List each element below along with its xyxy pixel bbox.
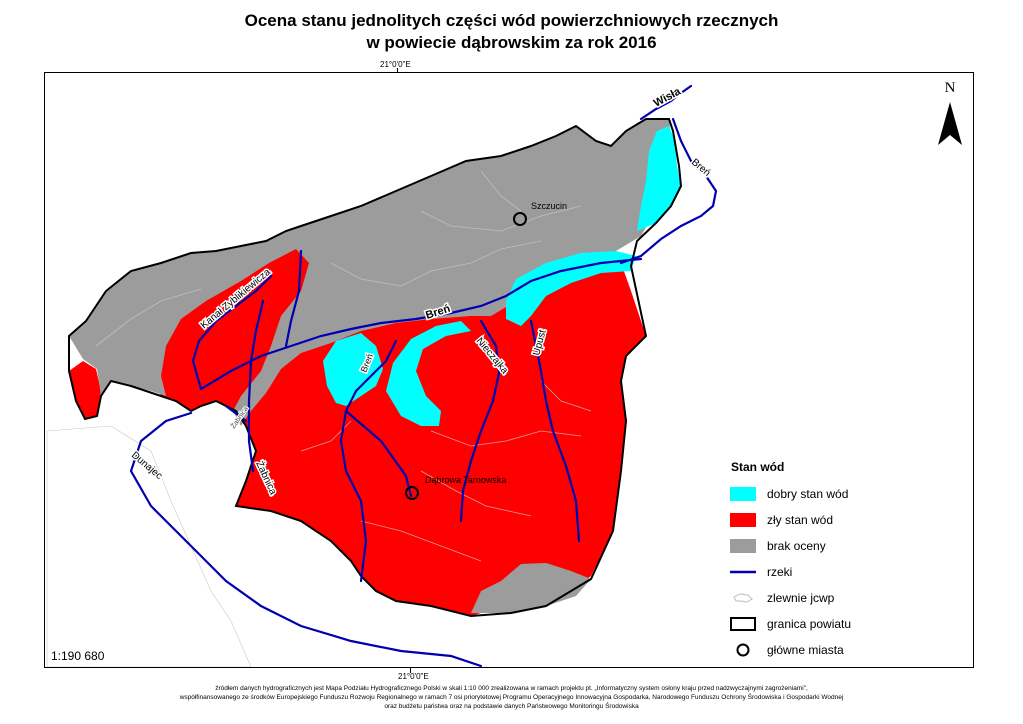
river-bren-south xyxy=(339,339,398,583)
legend-symbol-rzeki xyxy=(730,570,756,574)
legend-label-dobry: dobry stan wód xyxy=(767,487,849,501)
label-city-dabrowa: Dąbrowa Tarnowska xyxy=(425,475,506,485)
area-brak-oceny-south xyxy=(471,563,591,613)
legend-label-zlewnie: zlewnie jcwp xyxy=(767,591,835,605)
river-trib-1 xyxy=(284,249,303,348)
catchment-divides xyxy=(95,170,592,562)
river-upust xyxy=(529,319,581,543)
legend-symbol-miasta xyxy=(736,643,750,657)
legend-label-zly: zły stan wód xyxy=(767,513,834,527)
river-dunajec xyxy=(129,411,483,667)
map-canvas: Wisła Breń Breń Dunajec Kanał Zyblikiewi… xyxy=(46,84,718,667)
footer-line-2: współfinansowanego ze środków Europejski… xyxy=(179,694,844,701)
footer-line-3: oraz budżetu państwa oraz na podstawie d… xyxy=(384,703,639,710)
legend-label-brak: brak oceny xyxy=(767,539,826,553)
rivers xyxy=(129,84,718,667)
river-wisla xyxy=(639,84,693,121)
coord-tick-top xyxy=(397,68,398,74)
area-brak-oceny-north xyxy=(69,119,673,426)
title-line-2: w powiecie dąbrowskim za rok 2016 xyxy=(366,33,657,52)
legend-item-dobry: dobry stan wód xyxy=(728,484,968,504)
river-trib-3 xyxy=(224,404,248,423)
city-marker-dabrowa xyxy=(405,486,419,500)
legend-item-zlewnie: zlewnie jcwp xyxy=(728,588,968,608)
legend-item-zly: zły stan wód xyxy=(728,510,968,530)
legend-item-miasta: główne miasta xyxy=(728,640,968,660)
river-trib-2 xyxy=(344,409,413,498)
district-boundary xyxy=(68,118,683,618)
label-river-wisla: Wisła xyxy=(652,85,684,109)
river-bren-main xyxy=(199,257,643,391)
area-dobry-stan-central xyxy=(506,251,636,326)
map-frame: Wisła Breń Breń Dunajec Kanał Zyblikiewi… xyxy=(44,72,974,668)
coord-label-bottom: 21°0'0"E xyxy=(398,672,429,681)
legend-swatch-zly xyxy=(730,513,756,527)
scale-label: 1:190 680 xyxy=(51,649,105,663)
north-letter: N xyxy=(944,80,956,96)
coord-tick-bottom xyxy=(410,667,411,673)
legend-label-rzeki: rzeki xyxy=(767,565,793,579)
river-bren-east xyxy=(619,117,718,265)
legend-symbol-granica xyxy=(730,617,756,631)
source-footer: źródłem danych hydrograficznych jest Map… xyxy=(0,684,1023,711)
river-kanal xyxy=(191,274,273,391)
city-dabrowa-tarnowska: Dąbrowa Tarnowska xyxy=(405,475,506,500)
legend-item-rzeki: rzeki xyxy=(728,562,968,582)
north-arrow: N xyxy=(930,80,970,150)
legend-title: Stan wód xyxy=(731,460,785,474)
city-szczucin: Szczucin xyxy=(513,201,567,226)
area-zly-stan-west xyxy=(69,361,101,419)
title-line-1: Ocena stanu jednolitych części wód powie… xyxy=(244,11,779,30)
land-outside-district xyxy=(46,425,252,667)
legend-label-miasta: główne miasta xyxy=(767,643,844,657)
area-dobry-stan-ne xyxy=(637,126,681,231)
north-arrow-icon xyxy=(938,102,962,145)
legend-item-granica: granica powiatu xyxy=(728,614,968,634)
legend-item-brak: brak oceny xyxy=(728,536,968,556)
footer-line-1: źródłem danych hydrograficznych jest Map… xyxy=(215,685,808,692)
river-nieczajka xyxy=(459,319,501,523)
legend-swatch-brak xyxy=(730,539,756,553)
area-dobry-stan-mid xyxy=(386,321,471,426)
legend-symbol-zlewnie xyxy=(733,593,753,603)
river-zabnica xyxy=(247,299,265,473)
label-river-bren-east: Breń xyxy=(689,157,712,179)
map-title: Ocena stanu jednolitych części wód powie… xyxy=(0,10,1023,54)
coord-label-top: 21°0'0"E xyxy=(380,60,411,69)
area-dobry-stan-bren xyxy=(323,333,383,406)
area-zly-stan xyxy=(151,236,646,616)
legend-swatch-dobry xyxy=(730,487,756,501)
label-city-szczucin: Szczucin xyxy=(531,201,567,211)
legend-label-granica: granica powiatu xyxy=(767,617,852,631)
city-marker-szczucin xyxy=(513,212,527,226)
